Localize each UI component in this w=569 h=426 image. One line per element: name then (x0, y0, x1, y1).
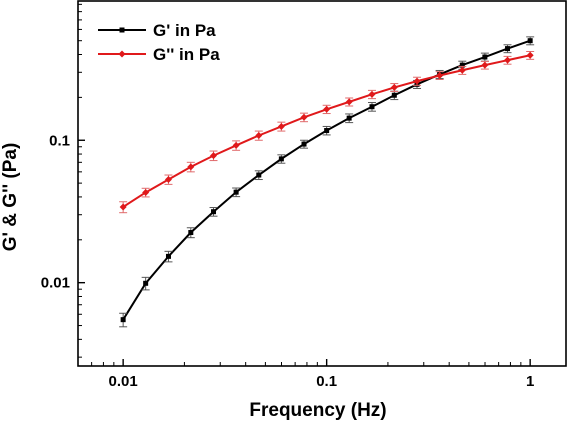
data-point (233, 189, 239, 195)
data-point (413, 77, 421, 85)
data-point (368, 90, 376, 98)
x-axis-title: Frequency (Hz) (249, 400, 386, 421)
y-tick-label: 0.01 (41, 275, 70, 292)
data-point (232, 141, 240, 149)
legend-label: G' in Pa (153, 21, 216, 40)
data-point (277, 122, 285, 130)
data-point (210, 152, 218, 160)
data-point (187, 163, 195, 171)
x-tick-label: 0.01 (109, 373, 138, 390)
data-point (120, 317, 126, 323)
y-axis-title: G' & G'' (Pa) (0, 143, 21, 252)
y-tick-label: 0.1 (49, 132, 70, 149)
data-point (346, 115, 352, 121)
legend-item: G' in Pa (98, 21, 216, 40)
data-point (459, 62, 465, 68)
data-point (323, 105, 331, 113)
x-tick-label: 0.1 (316, 373, 337, 390)
data-point (143, 280, 149, 286)
legend-marker (119, 27, 125, 33)
series-line (122, 39, 531, 321)
data-point (300, 113, 308, 121)
data-point (345, 98, 353, 106)
data-point (256, 172, 262, 178)
series-g-prime (119, 36, 535, 328)
series-layer (119, 36, 535, 328)
data-point (142, 188, 150, 196)
data-point (481, 61, 489, 69)
data-point (301, 141, 307, 147)
x-tick-label: 1 (526, 373, 534, 390)
data-point (505, 46, 511, 52)
data-point (527, 38, 533, 44)
data-point (458, 66, 466, 74)
data-point (119, 203, 127, 211)
series-g-double-prime (119, 50, 535, 214)
legend-item: G'' in Pa (98, 45, 220, 64)
legend-marker (118, 50, 126, 58)
data-point (390, 83, 398, 91)
axis-ticks: 0.01 0.1 1 0.01 0.1 (41, 3, 534, 390)
data-point (504, 56, 512, 64)
data-point (526, 51, 534, 59)
data-point (436, 71, 444, 79)
data-point (255, 131, 263, 139)
plot-frame (77, 0, 567, 367)
data-point (211, 209, 217, 215)
data-point (278, 156, 284, 162)
data-point (165, 253, 171, 259)
legend-label: G'' in Pa (153, 45, 220, 64)
data-point (482, 54, 488, 60)
data-point (324, 128, 330, 134)
legend: G' in Pa G'' in Pa (98, 21, 220, 64)
data-point (188, 230, 194, 236)
data-point (369, 104, 375, 110)
data-point (164, 176, 172, 184)
data-point (391, 92, 397, 98)
